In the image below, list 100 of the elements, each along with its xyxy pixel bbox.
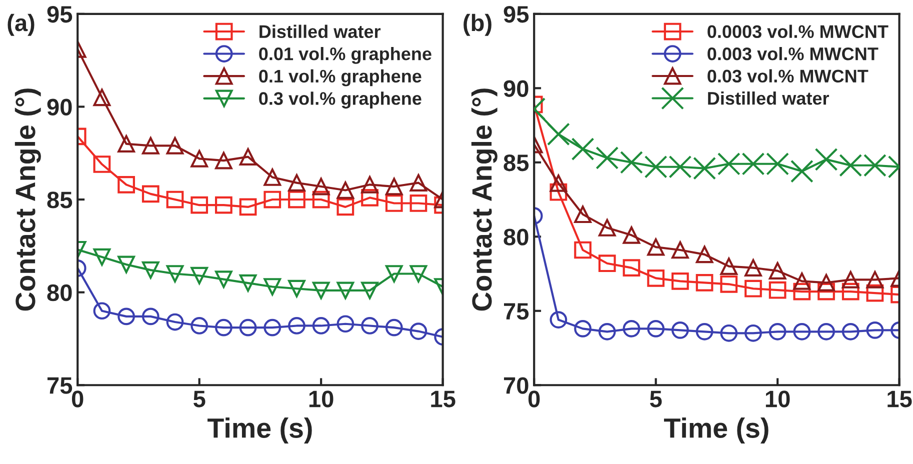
point [550, 174, 568, 192]
point [385, 178, 403, 196]
point [571, 138, 594, 160]
point [190, 196, 208, 214]
point [720, 275, 738, 293]
point [288, 174, 306, 192]
point [166, 137, 184, 154]
point [239, 198, 257, 216]
point [622, 320, 640, 338]
point [361, 282, 378, 300]
point [190, 266, 208, 284]
point [647, 270, 665, 287]
point [312, 190, 330, 208]
chart-title: (a) [8, 14, 34, 36]
y-tick-label: 75 [504, 303, 529, 320]
y-tick-label: 90 [47, 98, 72, 116]
legend-label: Distilled water [708, 91, 830, 105]
point [598, 322, 616, 340]
point [620, 150, 643, 174]
point [672, 241, 689, 259]
legend-label: 0.3 vol.% graphene [259, 92, 422, 109]
point [574, 241, 592, 259]
y-tick-label: 75 [48, 377, 72, 394]
point [336, 282, 354, 300]
point [336, 198, 354, 216]
point [793, 322, 811, 340]
y-tick-label: 85 [47, 192, 72, 208]
point [410, 174, 428, 192]
point [574, 320, 592, 338]
y-axis-title: Contact Angle (°) [471, 88, 498, 311]
point [361, 188, 378, 206]
point [239, 274, 257, 292]
y-tick-label: 85 [504, 154, 529, 172]
point [93, 302, 111, 320]
point [361, 317, 378, 334]
point [215, 196, 232, 214]
point [264, 318, 282, 336]
x-tick-label: 0 [72, 390, 84, 408]
x-tick-label: 15 [888, 390, 912, 408]
point [118, 308, 135, 326]
point [596, 146, 619, 170]
x-tick-label: 10 [766, 390, 790, 408]
point [842, 322, 860, 340]
point [818, 282, 835, 300]
point [118, 176, 135, 194]
point [215, 318, 232, 336]
point [93, 156, 111, 173]
x-tick-label: 5 [194, 390, 206, 408]
point [312, 282, 330, 300]
point [239, 318, 257, 336]
point [793, 282, 811, 300]
x-axis-title: Time (s) [664, 418, 768, 444]
point [672, 322, 689, 339]
y-tick-label: 80 [47, 284, 72, 302]
point [385, 265, 403, 282]
point [142, 185, 160, 203]
legend-label: 0.03 vol.% MWCNT [708, 69, 868, 83]
point [866, 322, 884, 339]
point [622, 226, 640, 244]
point [215, 270, 232, 288]
x-tick-label: 15 [431, 390, 456, 408]
point [598, 254, 616, 272]
point [814, 148, 838, 171]
point [264, 190, 282, 208]
point [190, 150, 208, 168]
point [288, 280, 306, 298]
point [550, 183, 568, 201]
point [574, 206, 592, 224]
x-axis-title: Time (s) [208, 418, 312, 444]
point [720, 324, 738, 342]
point [744, 324, 762, 342]
point [842, 271, 860, 288]
point [166, 265, 184, 282]
point [818, 274, 835, 292]
point [744, 259, 762, 277]
point [647, 320, 665, 338]
y-tick-label: 80 [504, 228, 528, 246]
point [550, 311, 568, 328]
point [866, 271, 884, 288]
point [790, 160, 814, 183]
point [696, 246, 714, 264]
y-tick-label: 95 [47, 6, 72, 23]
point [622, 259, 640, 277]
legend-label: Distilled water [260, 24, 381, 38]
y-axis-title: Contact Angle (°) [14, 88, 41, 311]
point [166, 313, 184, 331]
point [672, 272, 689, 290]
point [190, 317, 208, 334]
point [312, 317, 330, 334]
y-tick-label: 90 [504, 80, 528, 97]
point [336, 182, 354, 199]
legend-label: 0.01 vol.% graphene [259, 47, 432, 64]
y-tick-label: 70 [504, 377, 528, 394]
point [842, 282, 860, 300]
point [768, 281, 786, 299]
point [93, 88, 111, 106]
point [93, 248, 111, 266]
x-tick-label: 10 [309, 390, 334, 408]
point [696, 322, 714, 340]
point [720, 258, 738, 276]
